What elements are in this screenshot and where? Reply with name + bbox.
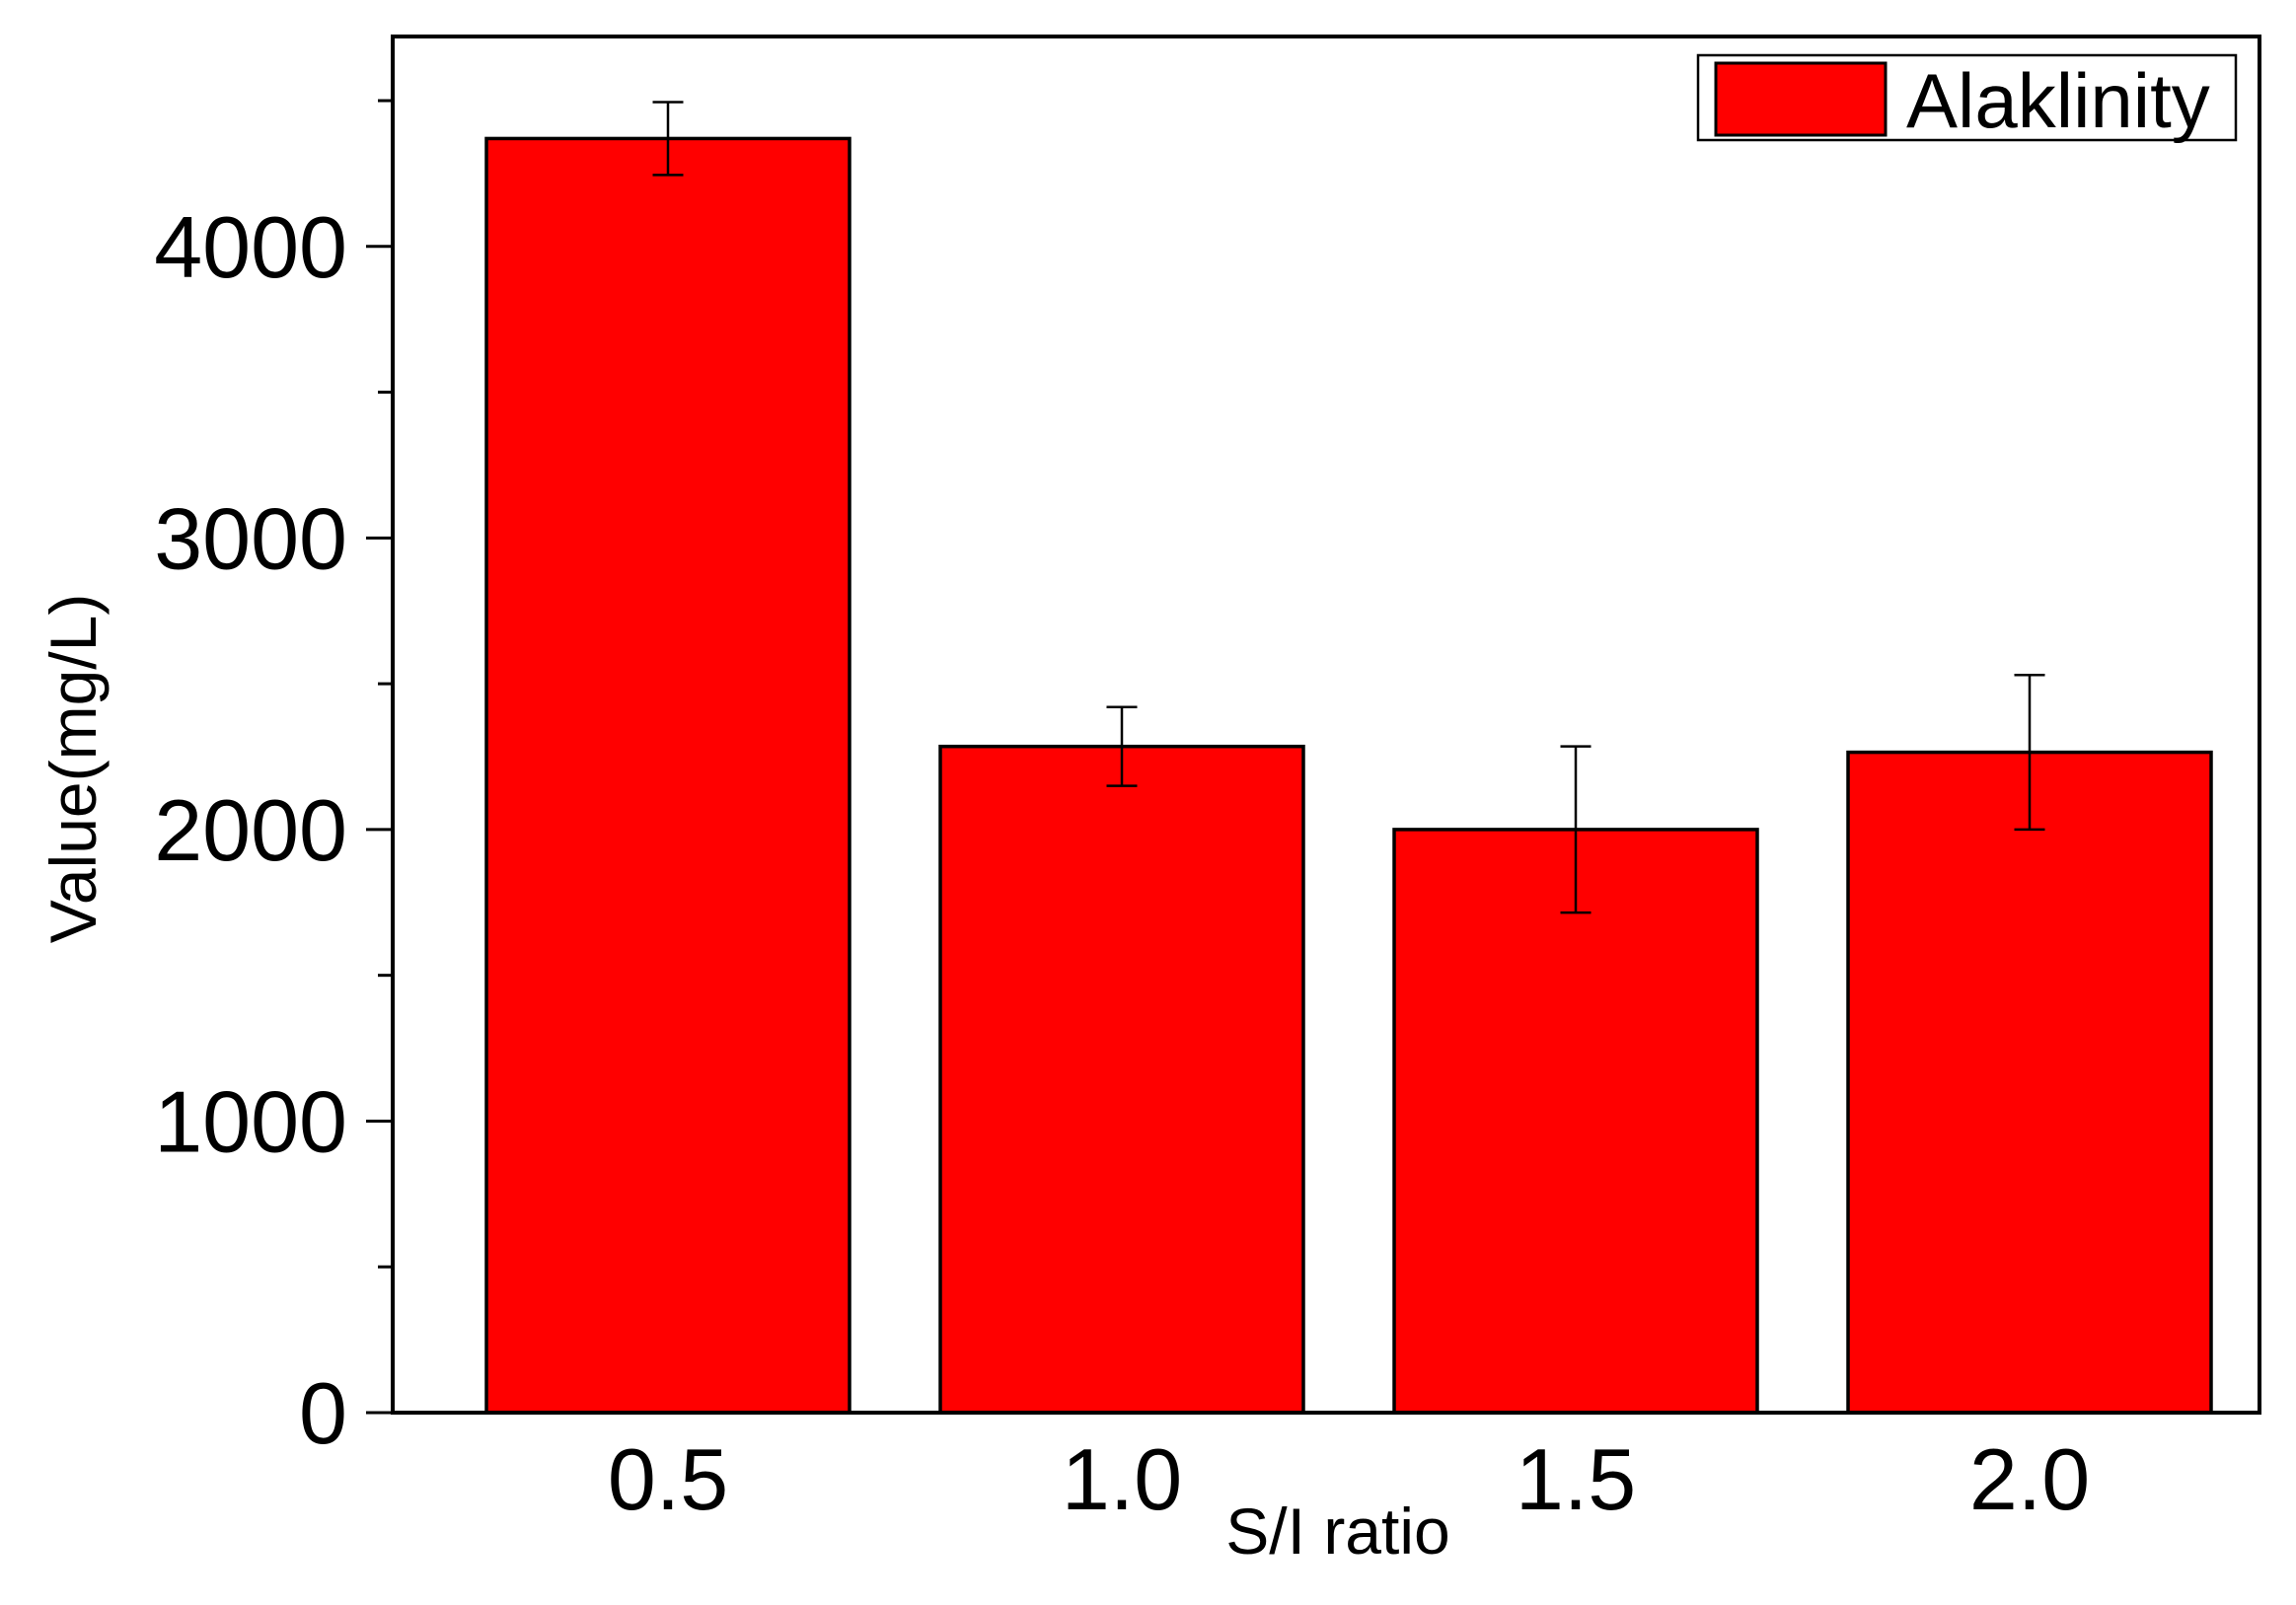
y-axis-ticks bbox=[366, 99, 393, 1415]
x-tick-label-1-0: 1.0 bbox=[1062, 1430, 1182, 1528]
x-tick-label-0-5: 0.5 bbox=[608, 1430, 728, 1528]
y-tick-label-3000: 3000 bbox=[154, 489, 347, 587]
bar-0-5 bbox=[484, 136, 852, 1415]
y-axis-tick-labels: 0 1000 2000 3000 4000 bbox=[154, 198, 347, 1462]
x-tick-label-1-5: 1.5 bbox=[1516, 1430, 1636, 1528]
legend: Alaklinity bbox=[1696, 53, 2238, 144]
x-tick-label-2-0: 2.0 bbox=[1969, 1430, 2090, 1528]
y-axis-label: Value(mg/L) bbox=[37, 594, 110, 944]
legend-swatch bbox=[1714, 61, 1888, 137]
legend-label: Alaklinity bbox=[1906, 57, 2210, 144]
y-tick-label-4000: 4000 bbox=[154, 198, 347, 296]
bars-group bbox=[484, 136, 2213, 1415]
x-axis-tick-labels: 0.5 1.0 1.5 2.0 bbox=[608, 1430, 2090, 1528]
bar-1-0 bbox=[938, 744, 1305, 1415]
y-tick-label-2000: 2000 bbox=[154, 781, 347, 879]
y-tick-label-0: 0 bbox=[299, 1364, 347, 1462]
error-bar-1-0 bbox=[1106, 705, 1138, 787]
error-bars-group bbox=[652, 101, 2045, 914]
plot-frame bbox=[391, 35, 2261, 1415]
error-bar-1-5 bbox=[1560, 745, 1592, 914]
y-tick-label-1000: 1000 bbox=[154, 1072, 347, 1170]
x-axis-label: S/I ratio bbox=[1225, 1495, 1449, 1568]
error-bar-0-5 bbox=[652, 101, 684, 177]
bar-2-0 bbox=[1846, 750, 2213, 1415]
bar-1-5 bbox=[1392, 828, 1759, 1415]
error-bar-2-0 bbox=[2014, 674, 2045, 832]
